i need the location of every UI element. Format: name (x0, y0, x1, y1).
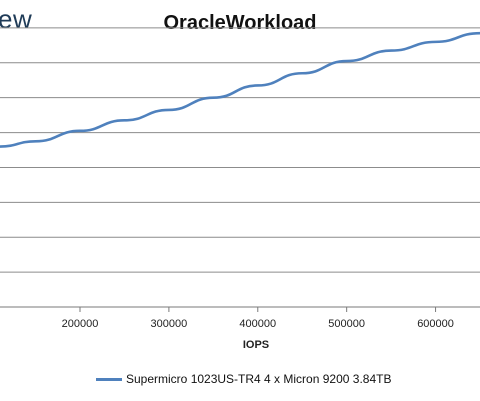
series-line-0 (0, 31, 480, 148)
gridlines (0, 27, 480, 308)
axes (0, 306, 480, 312)
x-tick-label-1: 300000 (151, 318, 188, 330)
series-lines (0, 31, 480, 148)
x-tick-label-2: 400000 (239, 318, 276, 330)
legend-label: Supermicro 1023US-TR4 4 x Micron 9200 3.… (126, 372, 392, 386)
x-tick-label-0: 200000 (62, 318, 99, 330)
legend: Supermicro 1023US-TR4 4 x Micron 9200 3.… (96, 372, 391, 386)
legend-swatch (96, 377, 122, 381)
x-tick-labels: 200000 300000 400000 500000 600000 (62, 318, 454, 330)
x-axis-label: IOPS (243, 339, 269, 351)
x-tick-label-4: 600000 (417, 318, 454, 330)
watermark-logo-text: ew (0, 4, 33, 34)
x-tick-label-3: 500000 (328, 318, 365, 330)
chart-title: OracleWorkload (163, 12, 317, 34)
